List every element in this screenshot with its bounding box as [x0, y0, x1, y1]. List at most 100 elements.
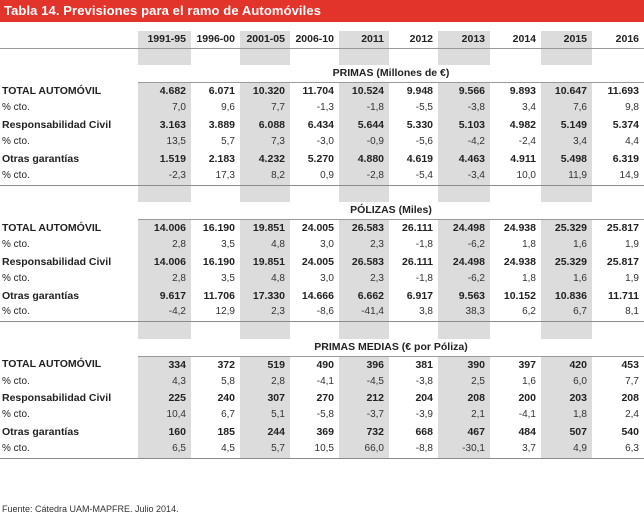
value-cell: 19.851	[240, 219, 290, 237]
value-cell: 2,8	[138, 236, 191, 254]
value-cell: 225	[138, 390, 191, 408]
value-cell: 2,8	[240, 373, 290, 391]
value-cell: 10.836	[541, 287, 592, 305]
value-cell: 540	[621, 426, 639, 439]
table-row: % cto. 6,5 4,5 5,7 10,5 66,0 -8,8 -30,1 3,7 4,9 6,…	[0, 441, 644, 460]
value-cell: 6,7	[541, 304, 592, 323]
value-cell: 0,9	[290, 167, 339, 186]
table-row: % cto. -2,3 17,3 8,2 0,9 -2,8 -5,4 -3,4 10,0 11,9…	[0, 167, 644, 186]
table-row: % cto. 4,3 5,8 2,8 -4,1 -4,5 -3,8 2,5 1,6 6,0 7,7	[0, 373, 644, 391]
section-title: PRIMAS (Millones de €)	[138, 65, 644, 84]
value-cell: 16.190	[202, 221, 235, 234]
value-cell: 6.662	[339, 287, 389, 305]
value-cell: 24.005	[301, 255, 334, 268]
value-cell: 467	[438, 424, 490, 442]
value-cell: 2,1	[438, 407, 490, 425]
value-cell: -6,2	[438, 236, 490, 254]
value-cell: -4,2	[138, 304, 191, 323]
value-cell: 3,5	[221, 272, 235, 284]
value-cell: -5,4	[389, 167, 438, 186]
year-header: 2006-10	[290, 31, 339, 49]
value-cell: 2.183	[208, 152, 235, 165]
value-cell: 6.088	[240, 117, 290, 134]
source-note: Fuente: Cátedra UAM-MAPFRE. Julio 2014.	[2, 504, 179, 514]
value-cell: 3,0	[320, 272, 334, 284]
value-cell: 396	[339, 356, 389, 374]
value-cell: 6,5	[138, 441, 191, 460]
value-cell: 26.583	[339, 253, 389, 271]
value-cell: 1,8	[541, 407, 592, 425]
value-cell: 7,7	[240, 100, 290, 118]
table-row: % cto. 7,0 9,6 7,7 -1,3 -1,8 -5,5 -3,8 3,4 7,6 9,8	[0, 100, 644, 118]
value-cell: 519	[240, 356, 290, 374]
spacer-row	[0, 185, 644, 203]
row-label: % cto.	[0, 304, 138, 323]
table-title: Tabla 14. Previsiones para el ramo de Au…	[0, 0, 644, 22]
value-cell: 2,4	[625, 409, 639, 421]
row-label: Otras garantías	[2, 152, 80, 165]
value-cell: 24.498	[438, 219, 490, 237]
value-cell: 17.330	[240, 287, 290, 305]
spacer-row	[0, 48, 644, 66]
value-cell: 208	[438, 390, 490, 408]
value-cell: -1,8	[415, 238, 433, 250]
value-cell: 5,1	[240, 407, 290, 425]
value-cell: 5.374	[612, 119, 639, 132]
value-cell: 8,2	[240, 167, 290, 186]
value-cell: 8,1	[592, 304, 644, 323]
value-cell: 5.270	[307, 152, 334, 165]
value-cell: -3,8	[438, 100, 490, 118]
value-cell: 17,3	[191, 167, 240, 186]
value-cell: 16.190	[202, 255, 235, 268]
value-cell: 1,8	[522, 238, 536, 250]
value-cell: -2,3	[138, 167, 191, 186]
value-cell: 14.666	[301, 289, 334, 302]
value-cell: 24.005	[301, 221, 334, 234]
value-cell: 244	[240, 424, 290, 442]
value-cell: 38,3	[438, 304, 490, 323]
value-cell: 5.149	[541, 117, 592, 134]
value-cell: -8,6	[290, 304, 339, 323]
row-label: Responsabilidad Civil	[2, 119, 112, 132]
forecast-table: 1991-95 1996-00 2001-05 2006-10 2011 2012 2013…	[0, 31, 644, 460]
value-cell: 203	[541, 390, 592, 408]
section-title-row: PRIMAS MEDIAS (€ por Póliza)	[0, 338, 644, 357]
value-cell: 7,0	[138, 100, 191, 118]
value-cell: 11.706	[203, 289, 235, 302]
value-cell: 4,8	[240, 236, 290, 254]
value-cell: 4.911	[510, 152, 536, 165]
value-cell: 334	[138, 356, 191, 374]
value-cell: 420	[541, 356, 592, 374]
value-cell: 25.329	[541, 219, 592, 237]
row-label: Otras garantías	[2, 289, 80, 302]
table-row: Otras garantías 160 185 244 369 732 668 467 484 5…	[0, 424, 644, 442]
value-cell: 19.851	[240, 253, 290, 271]
value-cell: 1,6	[541, 236, 592, 254]
header-spacer	[0, 31, 138, 49]
value-cell: 9,8	[625, 102, 639, 114]
value-cell: 270	[316, 392, 334, 405]
value-cell: 6,2	[490, 304, 541, 323]
table-row: % cto. 10,4 6,7 5,1 -5,8 -3,7 -3,9 2,1 -4,1 1,8 2,…	[0, 407, 644, 425]
year-header: 1991-95	[138, 31, 191, 49]
value-cell: 9.617	[138, 287, 191, 305]
value-cell: 372	[217, 358, 235, 371]
value-cell: 11.693	[607, 85, 639, 98]
value-cell: 11.704	[302, 85, 334, 98]
value-cell: -5,5	[415, 102, 433, 114]
value-cell: 7,7	[625, 375, 639, 387]
value-cell: 4,3	[138, 373, 191, 391]
value-cell: 25.329	[541, 253, 592, 271]
year-header: 2011	[339, 31, 389, 49]
year-header-row: 1991-95 1996-00 2001-05 2006-10 2011 2012 2013…	[0, 31, 644, 49]
value-cell: 3,0	[320, 238, 334, 250]
value-cell: 66,0	[339, 441, 389, 460]
value-cell: 26.111	[402, 255, 433, 268]
table-row: TOTAL AUTOMÓVIL 14.006 16.190 19.851 24.005 2…	[0, 219, 644, 237]
value-cell: 9.948	[406, 85, 433, 98]
year-header: 2001-05	[240, 31, 290, 49]
value-cell: 14,9	[592, 167, 644, 186]
spacer-row	[0, 321, 644, 339]
value-cell: 4,8	[240, 270, 290, 288]
year-header: 2013	[438, 31, 490, 49]
